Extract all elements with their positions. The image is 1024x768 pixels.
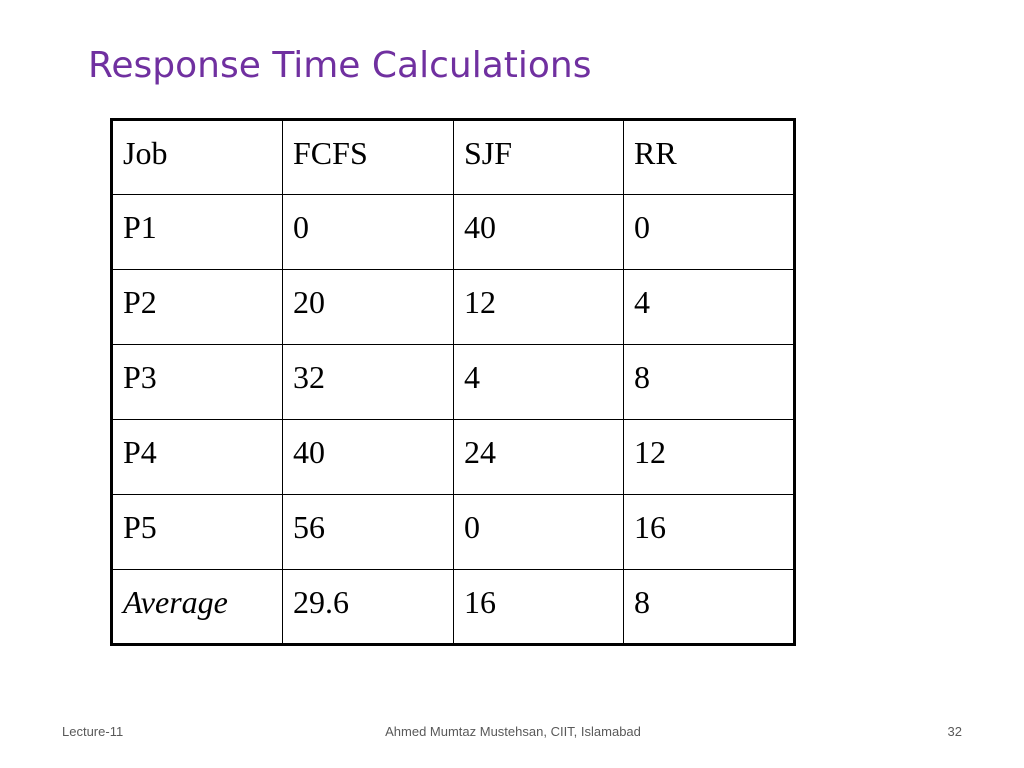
slide-title: Response Time Calculations [88, 45, 592, 86]
response-time-table: Job FCFS SJF RR P1 0 40 0 P2 20 12 4 P3 … [110, 118, 796, 646]
fcfs-cell: 56 [282, 494, 454, 570]
footer-page-number: 32 [947, 724, 962, 739]
sjf-cell: 40 [453, 194, 624, 270]
rr-average-cell: 8 [623, 569, 795, 645]
sjf-average-cell: 16 [453, 569, 624, 645]
sjf-cell: 0 [453, 494, 624, 570]
rr-cell: 12 [623, 419, 795, 495]
rr-cell: 0 [623, 194, 795, 270]
job-cell: P4 [111, 419, 283, 495]
fcfs-cell: 0 [282, 194, 454, 270]
table-row: P2 20 12 4 [111, 269, 795, 345]
sjf-cell: 24 [453, 419, 624, 495]
average-row: Average 29.6 16 8 [111, 569, 795, 645]
table-row: P1 0 40 0 [111, 194, 795, 270]
footer-lecture-label: Lecture-11 [62, 724, 124, 739]
fcfs-average-cell: 29.6 [282, 569, 454, 645]
fcfs-cell: 40 [282, 419, 454, 495]
average-label: Average [111, 569, 283, 645]
sjf-cell: 4 [453, 344, 624, 420]
fcfs-cell: 32 [282, 344, 454, 420]
sjf-cell: 12 [453, 269, 624, 345]
rr-cell: 16 [623, 494, 795, 570]
job-cell: P2 [111, 269, 283, 345]
header-job: Job [111, 119, 283, 195]
rr-cell: 8 [623, 344, 795, 420]
fcfs-cell: 20 [282, 269, 454, 345]
header-rr: RR [623, 119, 795, 195]
footer-author: Ahmed Mumtaz Mustehsan, CIIT, Islamabad [385, 724, 641, 739]
table-row: P3 32 4 8 [111, 344, 795, 420]
table-header-row: Job FCFS SJF RR [111, 119, 795, 195]
job-cell: P3 [111, 344, 283, 420]
header-sjf: SJF [453, 119, 624, 195]
table-row: P4 40 24 12 [111, 419, 795, 495]
table-row: P5 56 0 16 [111, 494, 795, 570]
job-cell: P5 [111, 494, 283, 570]
job-cell: P1 [111, 194, 283, 270]
rr-cell: 4 [623, 269, 795, 345]
header-fcfs: FCFS [282, 119, 454, 195]
